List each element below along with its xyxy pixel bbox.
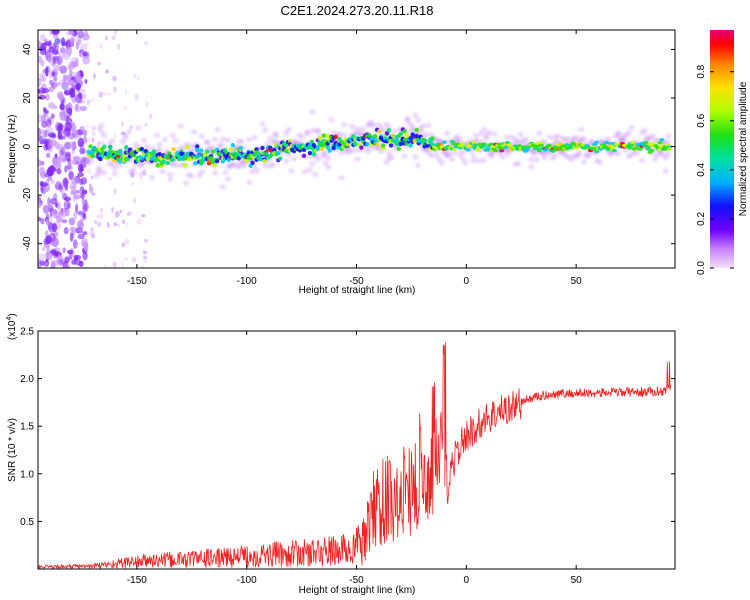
spectrogram-y-tick-label: 0 [22,143,33,149]
colorbar-tick-label: 0.8 [696,64,707,78]
spectrogram-heatmap [38,30,673,268]
snr-y-ticks: 0.5 1.0 1.5 2.0 2.5 [20,327,675,528]
snr-series-line [38,342,671,569]
spectrogram-ridge-core [86,127,673,169]
spectrogram-y-tick-label: -40 [22,236,33,251]
spectrogram-x-tick-label: -50 [349,276,364,287]
spectrogram-x-tick-label: -100 [237,276,257,287]
snr-y-tick-label: 2.0 [20,374,34,385]
spectrogram-panel: -150 -100 -50 0 50 -40 -20 0 20 40 Height of str… [7,29,676,296]
colorbar-label: Normalized spectral amplitude [738,81,749,216]
spectrogram-x-ticks: -150 -100 -50 0 50 [127,30,582,287]
colorbar-tick-label: 0.0 [696,261,707,275]
colorbar-ticks: 0.0 0.2 0.4 0.6 0.8 [696,64,734,275]
snr-x-tick-label: -100 [237,575,257,586]
snr-x-tick-label: 50 [571,575,583,586]
colorbar-tick-label: 0.6 [696,113,707,127]
spectrogram-x-tick-label: -150 [127,276,147,287]
snr-y-tick-label: 1.0 [20,469,34,480]
snr-y-axis-label: SNR (10 * v/v) [7,418,18,482]
spectrogram-x-tick-label: 50 [571,276,583,287]
snr-y-multiplier: (x104) [6,313,18,340]
snr-panel: -150 -100 -50 0 50 0.5 1.0 1.5 2.0 2.5 Height of… [6,313,676,596]
spectrogram-y-tick-label: -20 [22,187,33,202]
colorbar: 0.0 0.2 0.4 0.6 0.8 Normalized spectral ampl… [696,30,749,275]
snr-y-tick-label: 1.5 [20,422,34,433]
snr-x-ticks: -150 -100 -50 0 50 [127,331,582,586]
spectrogram-y-tick-label: 40 [22,43,33,55]
colorbar-tick-label: 0.4 [696,162,707,176]
snr-x-tick-label: -150 [127,575,147,586]
snr-x-tick-label: 0 [464,575,470,586]
snr-y-tick-label: 0.5 [20,517,34,528]
colorbar-tick-label: 0.2 [696,212,707,226]
spectrogram-y-tick-label: 20 [22,92,33,104]
colorbar-gradient [710,30,734,268]
spectrogram-x-tick-label: 0 [464,276,470,287]
spectrogram-x-axis-label: Height of straight line (km) [299,285,416,296]
snr-x-tick-label: -50 [349,575,364,586]
snr-y-multiplier-base: (x10 [7,320,18,340]
snr-x-axis-label: Height of straight line (km) [299,585,416,596]
figure-title: C2E1.2024.273.20.11.R18 [281,3,434,18]
snr-y-tick-label: 2.5 [20,327,34,338]
svg-text:(x104): (x104) [6,313,18,340]
snr-y-multiplier-exponent: 4 [6,317,13,321]
spectrogram-noise-blobs [38,30,153,268]
spectrogram-y-ticks: -40 -20 0 20 40 [22,43,675,251]
spectrogram-y-axis-label: Frequency (Hz) [7,115,18,184]
